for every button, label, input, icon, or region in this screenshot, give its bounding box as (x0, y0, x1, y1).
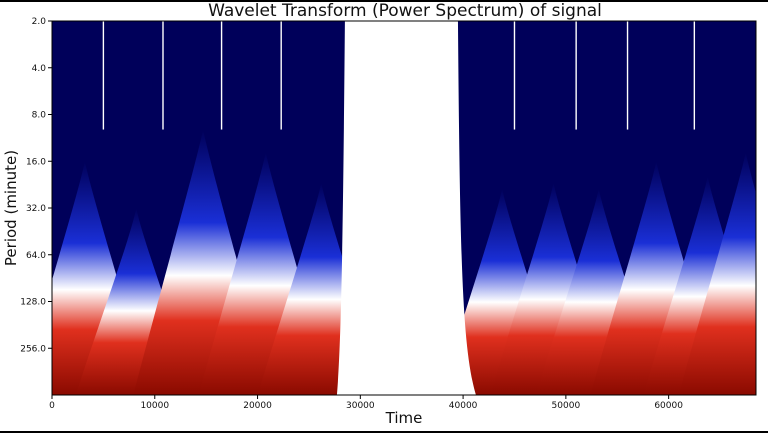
y-tick-label: 16.0 (26, 157, 46, 167)
y-tick-label: 32.0 (26, 204, 46, 214)
x-tick-label: 0 (49, 401, 55, 411)
x-tick-label: 60000 (654, 401, 683, 411)
data-gap-region (336, 21, 476, 395)
bottom-frame-bar (0, 431, 768, 433)
y-tick-label: 8.0 (32, 111, 47, 121)
x-tick-label: 10000 (140, 401, 169, 411)
y-tick-label: 128.0 (20, 298, 46, 308)
y-tick-label: 2.0 (32, 17, 47, 27)
x-tick-label: 20000 (243, 401, 272, 411)
x-axis-label: Time (385, 409, 423, 427)
y-axis-label: Period (minute) (2, 150, 20, 266)
chart-title: Wavelet Transform (Power Spectrum) of si… (208, 1, 602, 21)
y-tick-label: 256.0 (20, 344, 46, 354)
x-tick-label: 50000 (552, 401, 581, 411)
x-tick-label: 40000 (449, 401, 478, 411)
power-burst-10 (678, 152, 756, 395)
y-tick-label: 4.0 (32, 64, 47, 74)
x-tick-label: 30000 (346, 401, 375, 411)
top-frame-bar (0, 0, 768, 2)
plot-area (52, 21, 756, 395)
y-axis: 2.0 4.0 8.0 16.0 32.0 64.0 128.0 256.0 (20, 17, 52, 354)
y-tick-label: 64.0 (26, 251, 46, 261)
x-axis: 0 10000 20000 30000 40000 50000 60000 (49, 395, 683, 411)
